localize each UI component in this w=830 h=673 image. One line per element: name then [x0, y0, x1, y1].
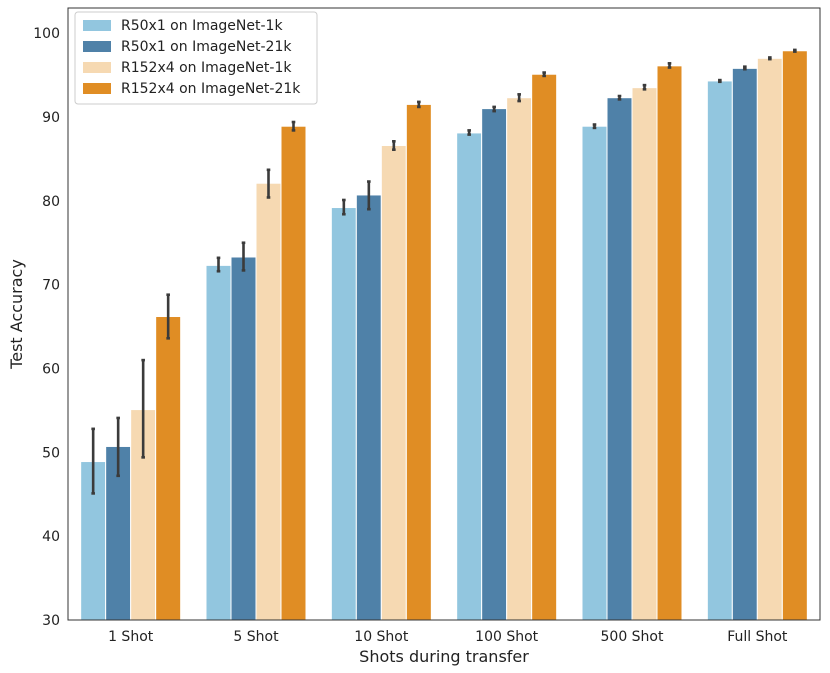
legend-label: R50x1 on ImageNet-1k — [121, 18, 283, 34]
x-axis-ticks: 1 Shot 5 Shot 10 Shot 100 Shot 500 Shot Full … — [108, 629, 788, 645]
legend-label: R152x4 on ImageNet-21k — [121, 81, 301, 97]
bar-1-500-shot — [581, 125, 608, 621]
bar-3-full-shot — [756, 57, 783, 621]
bar-3-10-shot — [380, 144, 407, 621]
y-tick-label: 40 — [42, 529, 60, 545]
y-tick-label: 70 — [42, 278, 60, 294]
x-tick-label: 500 Shot — [601, 629, 664, 645]
bar-4-5-shot — [280, 125, 307, 621]
bar-4-100-shot — [531, 73, 558, 621]
bar-2-full-shot — [731, 67, 758, 621]
bar-3-100-shot — [506, 97, 533, 621]
bar-4-1-shot — [155, 316, 182, 621]
legend-swatch — [83, 20, 111, 31]
legend-label: R50x1 on ImageNet-21k — [121, 39, 292, 55]
legend-swatch — [83, 41, 111, 52]
x-tick-label: 5 Shot — [233, 629, 279, 645]
bar-2-10-shot — [355, 194, 382, 621]
legend-swatch — [83, 83, 111, 94]
plot-frame — [67, 7, 821, 621]
x-tick-label: 10 Shot — [354, 629, 409, 645]
y-tick-label: 90 — [42, 110, 60, 126]
y-tick-label: 80 — [42, 194, 60, 210]
error-bars-layer — [91, 48, 797, 495]
bars-layer — [80, 50, 808, 621]
bar-4-full-shot — [781, 50, 808, 621]
legend: R50x1 on ImageNet-1k R50x1 on ImageNet-21… — [74, 11, 318, 105]
bar-3-500-shot — [631, 87, 658, 621]
bar-1-full-shot — [706, 80, 733, 621]
bar-4-10-shot — [405, 103, 432, 621]
y-axis-ticks: 30 40 50 60 70 80 90 100 — [33, 26, 60, 629]
bar-1-5-shot — [205, 264, 232, 621]
legend-box — [74, 11, 318, 105]
bar-1-10-shot — [330, 207, 357, 621]
y-tick-label: 50 — [42, 445, 60, 461]
bar-2-100-shot — [481, 108, 508, 621]
bar-4-500-shot — [656, 65, 683, 621]
x-axis-label: Shots during transfer — [359, 647, 529, 666]
x-tick-label: 100 Shot — [475, 629, 538, 645]
bar-3-5-shot — [255, 182, 282, 621]
y-tick-label: 60 — [42, 361, 60, 377]
bar-1-100-shot — [456, 132, 483, 621]
bar-2-500-shot — [606, 97, 633, 621]
y-tick-label: 30 — [42, 613, 60, 629]
x-tick-label: 1 Shot — [108, 629, 154, 645]
legend-label: R152x4 on ImageNet-1k — [121, 60, 292, 76]
bar-2-5-shot — [230, 256, 257, 621]
x-tick-label: Full Shot — [727, 629, 788, 645]
y-tick-label: 100 — [33, 26, 60, 42]
legend-swatch — [83, 62, 111, 73]
y-axis-label: Test Accuracy — [7, 259, 26, 370]
